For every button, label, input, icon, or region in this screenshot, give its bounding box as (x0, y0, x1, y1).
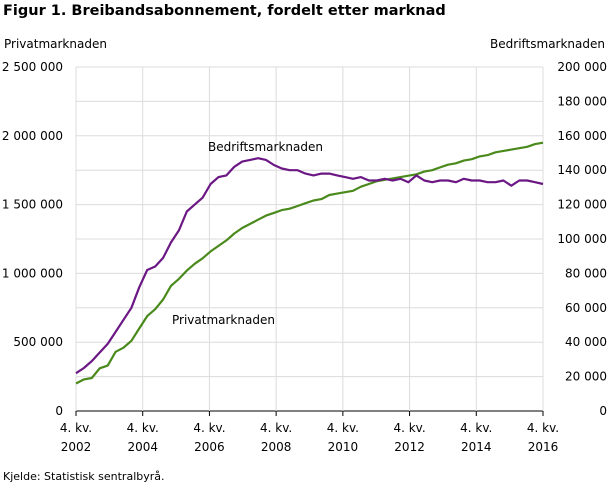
x-tick-label-year: 2006 (194, 440, 225, 454)
x-tick-label-year: 2004 (127, 440, 158, 454)
right-tick-label: 40 000 (565, 335, 607, 349)
right-tick-label: 160 000 (557, 129, 607, 143)
left-tick-label: 2 000 000 (2, 129, 63, 143)
data-series (75, 141, 544, 385)
x-axis-ticks: 4. kv. 2002 4. kv. 2004 4. kv. 2006 4. kv. 2008… (60, 411, 559, 454)
left-axis-ticks: 0 500 000 1 000 000 1 500 000 2 000 000 2 500… (2, 60, 63, 418)
x-tick-label-quarter: 4. kv. (60, 421, 92, 435)
x-tick-label-quarter: 4. kv. (127, 421, 159, 435)
series-annotations: Bedriftsmarknaden Privatmarknaden (172, 140, 323, 327)
source-note: Kjelde: Statistisk sentralbyrå. (3, 470, 165, 483)
x-tick-label-quarter: 4. kv. (527, 421, 559, 435)
right-tick-label: 180 000 (557, 94, 607, 108)
x-tick-label-quarter: 4. kv. (327, 421, 359, 435)
x-tick-label-year: 2008 (261, 440, 292, 454)
right-tick-label: 200 000 (557, 60, 607, 74)
right-tick-label: 0 (599, 404, 607, 418)
left-tick-label: 500 000 (13, 335, 63, 349)
x-tick-label-year: 2016 (528, 440, 559, 454)
left-tick-label: 0 (55, 404, 63, 418)
x-tick-label-quarter: 4. kv. (260, 421, 292, 435)
grid-lines (75, 66, 544, 412)
x-tick-label-year: 2002 (61, 440, 92, 454)
right-tick-label: 100 000 (557, 232, 607, 246)
x-tick-label-quarter: 4. kv. (193, 421, 225, 435)
x-tick-label-year: 2010 (328, 440, 359, 454)
left-axis-label: Privatmarknaden (4, 37, 107, 51)
right-tick-label: 80 000 (565, 266, 607, 280)
left-tick-label: 2 500 000 (2, 60, 63, 74)
left-tick-label: 1 000 000 (2, 266, 63, 280)
x-tick-label-year: 2014 (461, 440, 492, 454)
x-tick-label-year: 2012 (394, 440, 425, 454)
right-tick-label: 60 000 (565, 301, 607, 315)
right-tick-label: 140 000 (557, 163, 607, 177)
chart-title: Figur 1. Breibandsabonnement, fordelt et… (3, 3, 446, 19)
series-annotation: Bedriftsmarknaden (208, 140, 323, 154)
right-axis-label: Bedriftsmarknaden (490, 37, 605, 51)
x-tick-label-quarter: 4. kv. (460, 421, 492, 435)
right-tick-label: 20 000 (565, 370, 607, 384)
series-annotation: Privatmarknaden (172, 313, 275, 327)
x-tick-label-quarter: 4. kv. (393, 421, 425, 435)
series-line-bedriftsmarknaden (75, 157, 544, 375)
series-line-privatmarknaden (75, 141, 544, 385)
right-tick-label: 120 000 (557, 198, 607, 212)
right-axis-ticks: 0 20 000 40 000 60 000 80 000 100 000 120 000 1… (557, 60, 607, 418)
left-tick-label: 1 500 000 (2, 198, 63, 212)
